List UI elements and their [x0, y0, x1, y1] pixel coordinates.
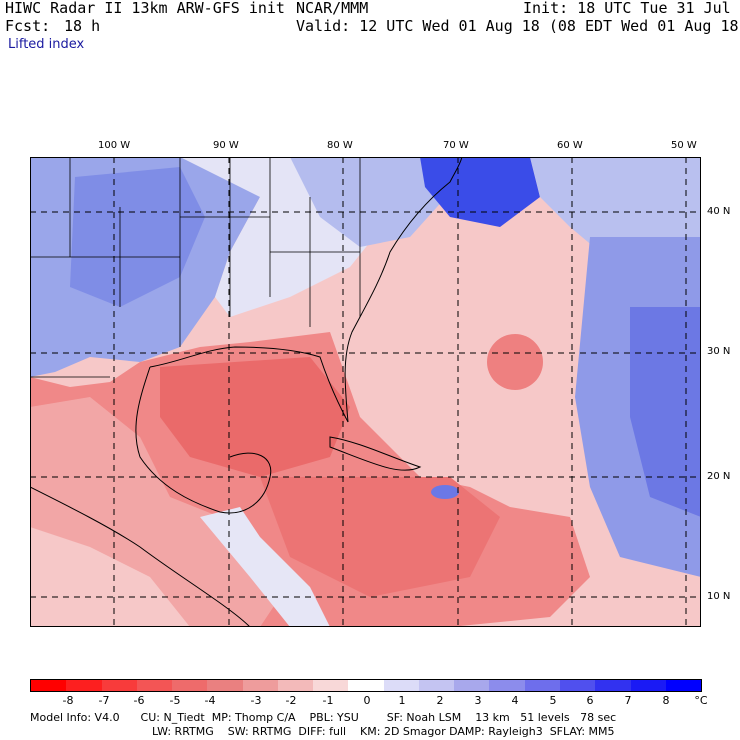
model-info-line-2: LW: RRTMG SW: RRTMG DIFF: full KM: 2D Sm… [152, 725, 615, 738]
lon-label-90w: 90 W [213, 140, 239, 151]
colorbar-swatch [101, 680, 137, 691]
nw-atlantic-stable [420, 157, 540, 227]
colorbar-tick: 6 [586, 694, 594, 707]
field-name: Lifted index [8, 37, 85, 52]
colorbar-tick: 7 [624, 694, 632, 707]
political-borders [30, 157, 361, 378]
gulf-core [160, 357, 350, 477]
colorbar-swatch [242, 680, 278, 691]
colorbar-tick: 3 [474, 694, 482, 707]
us-gulf-coast [149, 346, 349, 423]
us-east-coast [344, 157, 463, 423]
forecast-label: Fcst: [5, 17, 51, 35]
forecast-hour: 18 h [64, 17, 101, 35]
colorbar-tick: -1 [322, 694, 334, 707]
colorbar-tick: -4 [204, 694, 216, 707]
hispaniola-stable [431, 485, 459, 499]
colorbar-swatch [172, 680, 208, 691]
lat-label-30n: 30 N [707, 346, 731, 357]
colorbar-tick: -3 [250, 694, 262, 707]
east-atlantic-deep [630, 307, 701, 517]
lon-label-100w: 100 W [98, 140, 131, 151]
colorbar-swatch [66, 680, 102, 691]
lat-label-40n: 40 N [707, 206, 731, 217]
colorbar-swatch [524, 680, 560, 691]
colorbar-tick: -6 [133, 694, 145, 707]
mexico-coast [135, 366, 272, 514]
lat-label-10n: 10 N [707, 591, 731, 602]
colorbar-swatch [383, 680, 419, 691]
colorbar-swatch [207, 680, 243, 691]
colorbar-tick: 2 [436, 694, 444, 707]
lon-label-70w: 70 W [443, 140, 469, 151]
lon-label-60w: 60 W [557, 140, 583, 151]
colorbar-swatch [595, 680, 631, 691]
atlantic-unstable-blob [487, 334, 543, 390]
colorbar-tick: 5 [549, 694, 557, 707]
colorbar-swatch [489, 680, 525, 691]
colorbar-tick: -2 [285, 694, 297, 707]
plains-stable-region [70, 167, 205, 307]
valid-time: Valid: 12 UTC Wed 01 Aug 18 (08 EDT Wed … [296, 17, 740, 35]
colorbar-tick: 4 [511, 694, 519, 707]
map-frame [30, 157, 701, 627]
colorbar-tick: 8 [662, 694, 670, 707]
colorbar-swatch [665, 680, 702, 691]
lon-label-50w: 50 W [671, 140, 697, 151]
colorbar-swatch [630, 680, 666, 691]
colorbar [30, 679, 702, 692]
pacific-coast [30, 486, 251, 627]
cuba-outline [329, 436, 422, 471]
model-title: HIWC Radar II 13km ARW-GFS init [5, 0, 285, 17]
colorbar-swatch [277, 680, 314, 691]
lifted-index-map [30, 157, 701, 627]
init-time: Init: 18 UTC Tue 31 Jul 18 [523, 0, 740, 17]
lon-label-80w: 80 W [327, 140, 353, 151]
colorbar-swatch [418, 680, 455, 691]
colorbar-tick: 0 [363, 694, 371, 707]
colorbar-tick: -8 [62, 694, 74, 707]
colorbar-swatch [313, 680, 349, 691]
colorbar-swatch [454, 680, 490, 691]
northeast-region [290, 157, 455, 247]
colorbar-tick: -7 [98, 694, 110, 707]
colorbar-tick: 1 [398, 694, 406, 707]
lat-label-20n: 20 N [707, 471, 731, 482]
colorbar-swatch [348, 680, 384, 691]
model-info-line-1: Model Info: V4.0 CU: N_Tiedt MP: Thomp C… [30, 711, 617, 724]
colorbar-unit: °C [694, 694, 708, 707]
colorbar-swatch [31, 680, 67, 691]
graticule [30, 157, 701, 627]
mexico-land [30, 397, 280, 627]
caribbean-core [260, 477, 500, 597]
colorbar-swatch [136, 680, 173, 691]
organization-label: NCAR/MMM [296, 0, 369, 17]
colorbar-swatch [559, 680, 596, 691]
colorbar-tick: -5 [169, 694, 181, 707]
